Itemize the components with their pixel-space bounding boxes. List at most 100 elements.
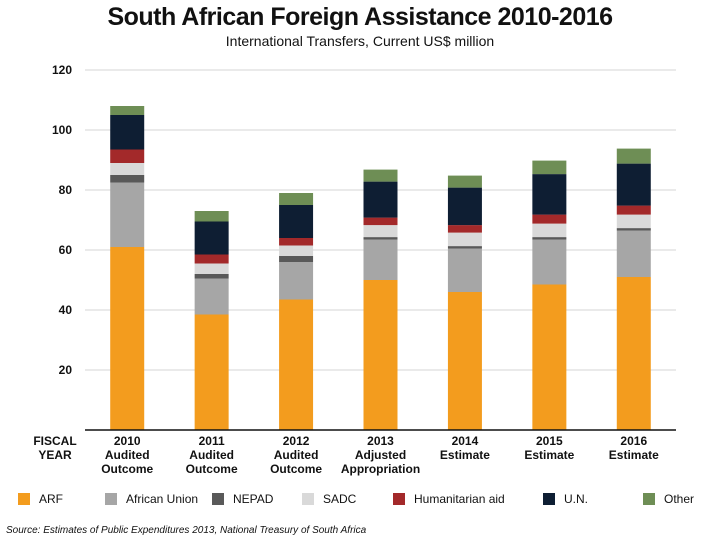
x-tick-label: Audited — [105, 448, 150, 462]
legend-label: U.N. — [564, 492, 588, 506]
x-tick-label: 2014 — [452, 434, 479, 448]
bar-segment-nepad — [279, 256, 314, 262]
bar-segment-sadc — [363, 225, 398, 238]
bar-segment-sadc — [279, 245, 314, 256]
legend-item-nepad: NEPAD — [212, 492, 273, 506]
x-tick-label: Outcome — [186, 462, 238, 476]
legend-label: African Union — [126, 492, 199, 506]
legend-label: Other — [664, 492, 695, 506]
bar-segment-african-union — [447, 248, 482, 292]
x-axis-header: FISCAL — [33, 434, 76, 448]
chart-subtitle: International Transfers, Current US$ mil… — [225, 33, 495, 49]
bar-segment-other — [279, 193, 314, 205]
bar-segment-arf — [363, 280, 398, 430]
bar-segment-u-n- — [110, 115, 145, 150]
legend-item-african-union: African Union — [105, 492, 198, 506]
legend-swatch — [302, 493, 314, 505]
legend-item-other: Other — [643, 492, 694, 506]
stacked-bar-chart: 204060801001202010AuditedOutcome2011Audi… — [33, 63, 676, 476]
legend-swatch — [18, 493, 30, 505]
bar-segment-african-union — [363, 239, 398, 280]
bar-segment-nepad — [110, 175, 145, 183]
bar-segment-sadc — [110, 163, 145, 175]
bar-segment-nepad — [194, 274, 229, 279]
bar-segment-humanitarian-aid — [616, 205, 651, 215]
bar-segment-humanitarian-aid — [532, 214, 567, 224]
bar-segment-arf — [532, 284, 567, 430]
bar-segment-humanitarian-aid — [363, 217, 398, 226]
x-tick-label: Estimate — [609, 448, 659, 462]
bar-segment-other — [447, 175, 482, 188]
bar-segment-other — [363, 169, 398, 182]
x-tick-label: 2012 — [283, 434, 310, 448]
bar-segment-u-n- — [194, 221, 229, 255]
x-tick-label: Estimate — [524, 448, 574, 462]
legend-item-humanitarian-aid: Humanitarian aid — [393, 492, 505, 506]
x-tick-label: Outcome — [270, 462, 322, 476]
bar-segment-humanitarian-aid — [279, 238, 314, 246]
bar-segment-african-union — [616, 230, 651, 277]
bar-segment-african-union — [532, 239, 567, 285]
bar-segment-other — [110, 106, 145, 115]
bar-segment-arf — [447, 292, 482, 430]
bar-segment-sadc — [447, 232, 482, 247]
x-tick-label: Audited — [274, 448, 319, 462]
bar-segment-u-n- — [363, 181, 398, 218]
bar-segment-humanitarian-aid — [110, 149, 145, 163]
bar-segment-arf — [110, 247, 145, 430]
x-tick-label: Appropriation — [341, 462, 420, 476]
bar-segment-arf — [194, 314, 229, 430]
bar-segment-u-n- — [447, 187, 482, 226]
source-note: Source: Estimates of Public Expenditures… — [6, 525, 367, 536]
legend-swatch — [393, 493, 405, 505]
legend-label: ARF — [39, 492, 63, 506]
legend-swatch — [543, 493, 555, 505]
bar-segment-arf — [279, 299, 314, 430]
bar-segment-sadc — [532, 223, 567, 238]
bar-segment-u-n- — [616, 163, 651, 206]
x-axis-header: YEAR — [38, 448, 72, 462]
bar-segment-nepad — [363, 237, 398, 240]
y-tick-label: 40 — [59, 303, 73, 317]
legend-swatch — [105, 493, 117, 505]
x-tick-label: Audited — [189, 448, 234, 462]
bar-segment-arf — [616, 277, 651, 430]
y-tick-label: 60 — [59, 243, 73, 257]
x-tick-label: 2010 — [114, 434, 141, 448]
x-tick-label: Outcome — [101, 462, 153, 476]
chart-title: South African Foreign Assistance 2010-20… — [107, 3, 613, 31]
x-tick-label: 2011 — [199, 434, 225, 448]
legend-item-u-n-: U.N. — [543, 492, 588, 506]
bar-segment-other — [532, 160, 567, 175]
y-tick-label: 20 — [59, 363, 73, 377]
legend-item-sadc: SADC — [302, 492, 356, 506]
x-tick-label: 2015 — [536, 434, 563, 448]
bar-segment-u-n- — [279, 205, 314, 238]
bar-segment-humanitarian-aid — [194, 254, 229, 264]
bar-segment-sadc — [616, 214, 651, 229]
legend-label: Humanitarian aid — [414, 492, 505, 506]
x-tick-label: 2016 — [620, 434, 647, 448]
bar-segment-african-union — [110, 182, 145, 247]
bar-segment-nepad — [532, 237, 567, 240]
bar-segment-nepad — [447, 246, 482, 249]
bar-segment-sadc — [194, 263, 229, 274]
chart-legend: ARF African Union NEPAD SADC Humanitarian ai… — [18, 492, 708, 512]
legend-label: NEPAD — [233, 492, 274, 506]
bar-segment-nepad — [616, 228, 651, 231]
y-tick-label: 120 — [52, 63, 72, 77]
bar-segment-african-union — [194, 278, 229, 315]
bar-segment-other — [616, 148, 651, 164]
legend-item-arf: ARF — [18, 492, 63, 506]
x-tick-label: Adjusted — [355, 448, 406, 462]
x-tick-label: 2013 — [367, 434, 394, 448]
bar-segment-other — [194, 211, 229, 222]
y-tick-label: 80 — [59, 183, 73, 197]
legend-swatch — [212, 493, 224, 505]
bar-segment-u-n- — [532, 174, 567, 215]
bar-segment-humanitarian-aid — [447, 225, 482, 233]
y-tick-label: 100 — [52, 123, 72, 137]
legend-swatch — [643, 493, 655, 505]
x-tick-label: Estimate — [440, 448, 490, 462]
bar-segment-african-union — [279, 262, 314, 300]
